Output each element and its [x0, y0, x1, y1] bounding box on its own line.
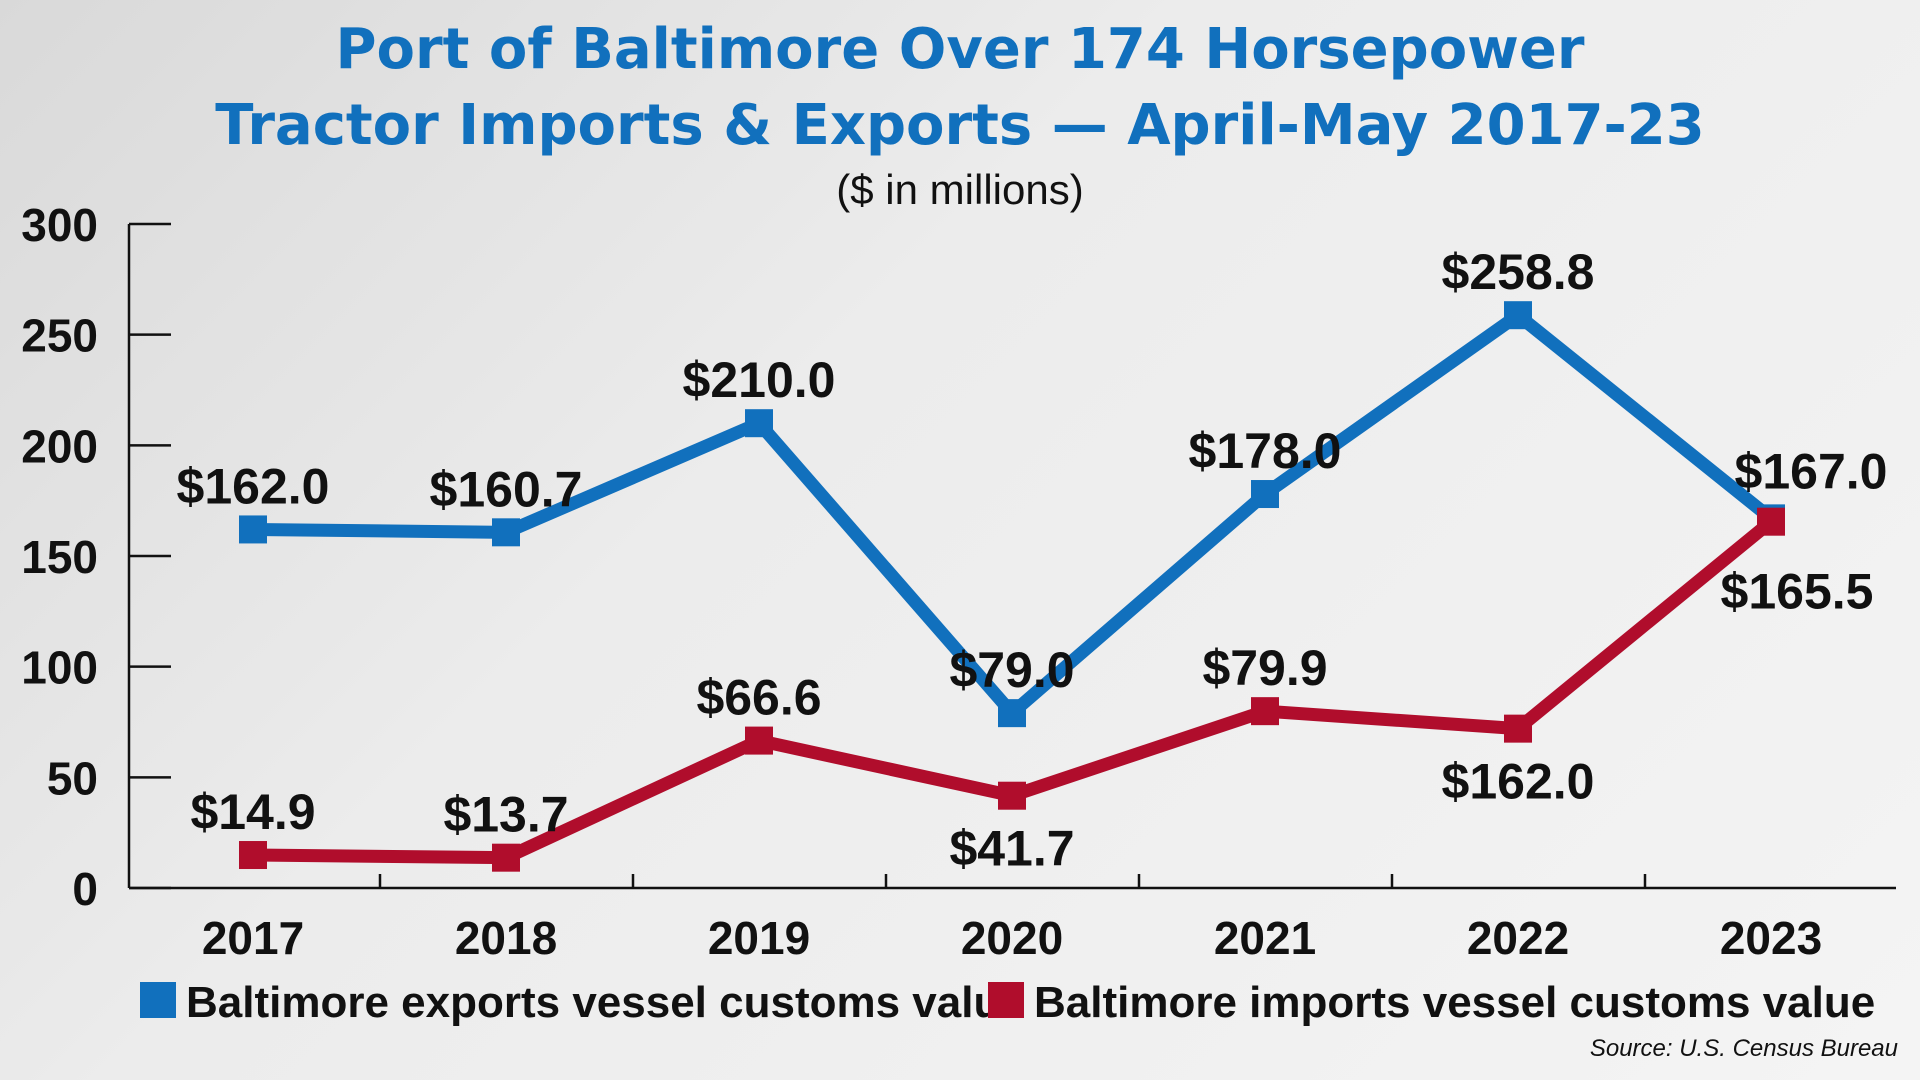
- legend-label: Baltimore exports vessel customs value: [186, 978, 1025, 1027]
- data-point-marker: [492, 843, 520, 872]
- data-label: $162.0: [177, 458, 330, 514]
- x-tick-label: 2018: [455, 912, 557, 964]
- data-label: $79.9: [1202, 640, 1327, 696]
- data-point-marker: [1504, 301, 1532, 330]
- data-label: $165.5: [1721, 564, 1874, 620]
- x-tick-label: 2019: [708, 912, 810, 964]
- legend-swatch: [988, 982, 1024, 1018]
- data-label: $160.7: [430, 461, 583, 517]
- y-tick-label: 100: [21, 642, 98, 694]
- y-tick-label: 250: [21, 310, 98, 362]
- legend-label: Baltimore imports vessel customs value: [1034, 978, 1875, 1027]
- y-tick-label: 150: [21, 531, 98, 583]
- data-label: $258.8: [1442, 244, 1595, 300]
- y-tick-label: 50: [47, 752, 98, 804]
- y-tick-label: 200: [21, 420, 98, 472]
- y-tick-label: 0: [72, 863, 98, 915]
- data-label: $167.0: [1735, 443, 1888, 499]
- data-point-marker: [239, 515, 267, 544]
- y-tick-label: 300: [21, 199, 98, 251]
- data-point-marker: [745, 726, 773, 755]
- data-point-marker: [745, 409, 773, 438]
- data-point-marker: [492, 518, 520, 547]
- data-point-marker: [1504, 714, 1532, 743]
- data-point-marker: [1251, 480, 1279, 509]
- data-point-marker: [998, 781, 1026, 810]
- chart-subtitle: ($ in millions): [836, 166, 1083, 213]
- data-label: $162.0: [1442, 754, 1595, 810]
- chart-title-line-1: Port of Baltimore Over 174 Horsepower: [335, 17, 1584, 82]
- data-label: $79.0: [949, 642, 1074, 698]
- data-label: $178.0: [1189, 423, 1342, 479]
- legend-swatch: [140, 982, 176, 1018]
- data-label: $14.9: [190, 784, 315, 840]
- data-point-marker: [1757, 507, 1785, 536]
- x-tick-label: 2023: [1720, 912, 1822, 964]
- data-point-marker: [239, 841, 267, 870]
- data-point-marker: [1251, 697, 1279, 726]
- x-tick-label: 2020: [961, 912, 1063, 964]
- data-point-marker: [998, 699, 1026, 728]
- x-tick-label: 2022: [1467, 912, 1569, 964]
- data-label: $210.0: [683, 352, 836, 408]
- x-tick-label: 2021: [1214, 912, 1316, 964]
- data-label: $41.7: [949, 821, 1074, 877]
- chart-title-line-2: Tractor Imports & Exports — April-May 20…: [215, 93, 1704, 158]
- data-label: $13.7: [443, 787, 568, 843]
- x-tick-label: 2017: [202, 912, 304, 964]
- source-note: Source: U.S. Census Bureau: [1590, 1035, 1898, 1062]
- data-label: $66.6: [696, 670, 821, 726]
